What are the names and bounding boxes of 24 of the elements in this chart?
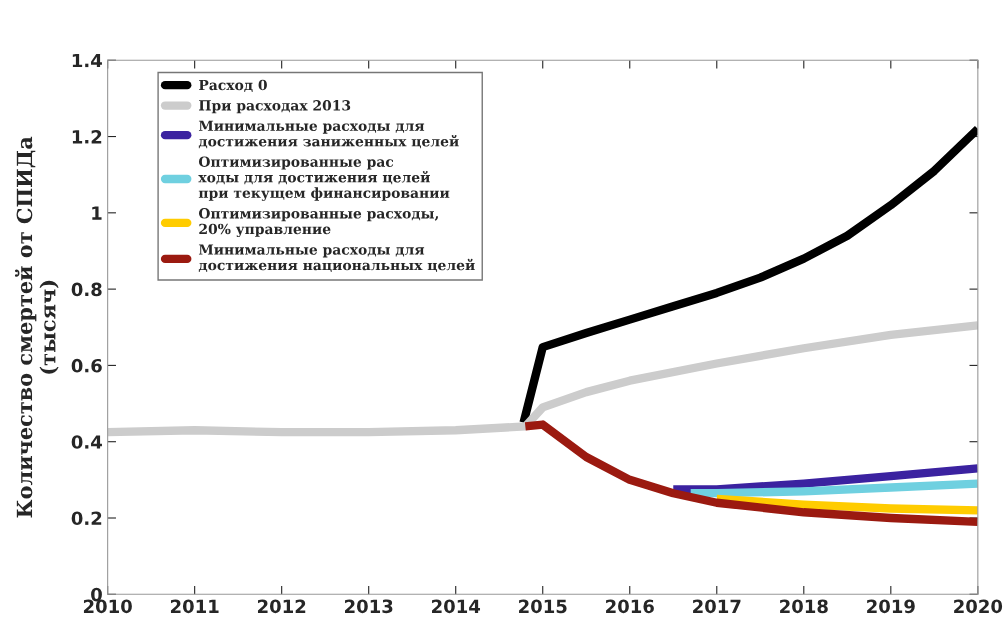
legend-label: Расход 0 bbox=[199, 79, 267, 92]
legend-label: Минимальные расходы для достижения национальных целей bbox=[198, 244, 475, 273]
legend-label: При расходах 2013 bbox=[199, 100, 351, 114]
legend-label: Минимальные расходы для достижения заниженных целей bbox=[198, 120, 459, 149]
x-tick-label: 2012 bbox=[257, 599, 306, 614]
y-tick-label: 1.4 bbox=[72, 53, 102, 68]
legend-label: Оптимизированные рас ходы для достижения целей при текущем финансировании bbox=[198, 156, 450, 201]
y-tick-label: 0.6 bbox=[71, 358, 102, 373]
y-tick-label: 0.2 bbox=[71, 511, 102, 526]
y-axis-title: Количество смертей от СПИДа (тысяч) bbox=[14, 136, 59, 518]
x-tick-label: 2020 bbox=[954, 599, 1003, 614]
x-tick-label: 2019 bbox=[867, 599, 915, 614]
legend-label: Оптимизированные расходы, 20% управление bbox=[198, 208, 438, 238]
x-tick-label: 2011 bbox=[170, 599, 219, 614]
x-tick-label: 2017 bbox=[693, 599, 741, 614]
y-tick-label: 0.4 bbox=[71, 435, 102, 449]
x-tick-label: 2014 bbox=[432, 599, 481, 614]
y-tick-label: 1.2 bbox=[72, 129, 102, 144]
x-tick-label: 2013 bbox=[345, 599, 393, 614]
x-tick-label: 2018 bbox=[780, 599, 828, 614]
x-tick-label: 2016 bbox=[606, 599, 654, 614]
y-tick-label: 1 bbox=[92, 206, 102, 220]
x-tick-label: 2015 bbox=[519, 599, 567, 614]
y-tick-label: 0.8 bbox=[71, 282, 102, 297]
